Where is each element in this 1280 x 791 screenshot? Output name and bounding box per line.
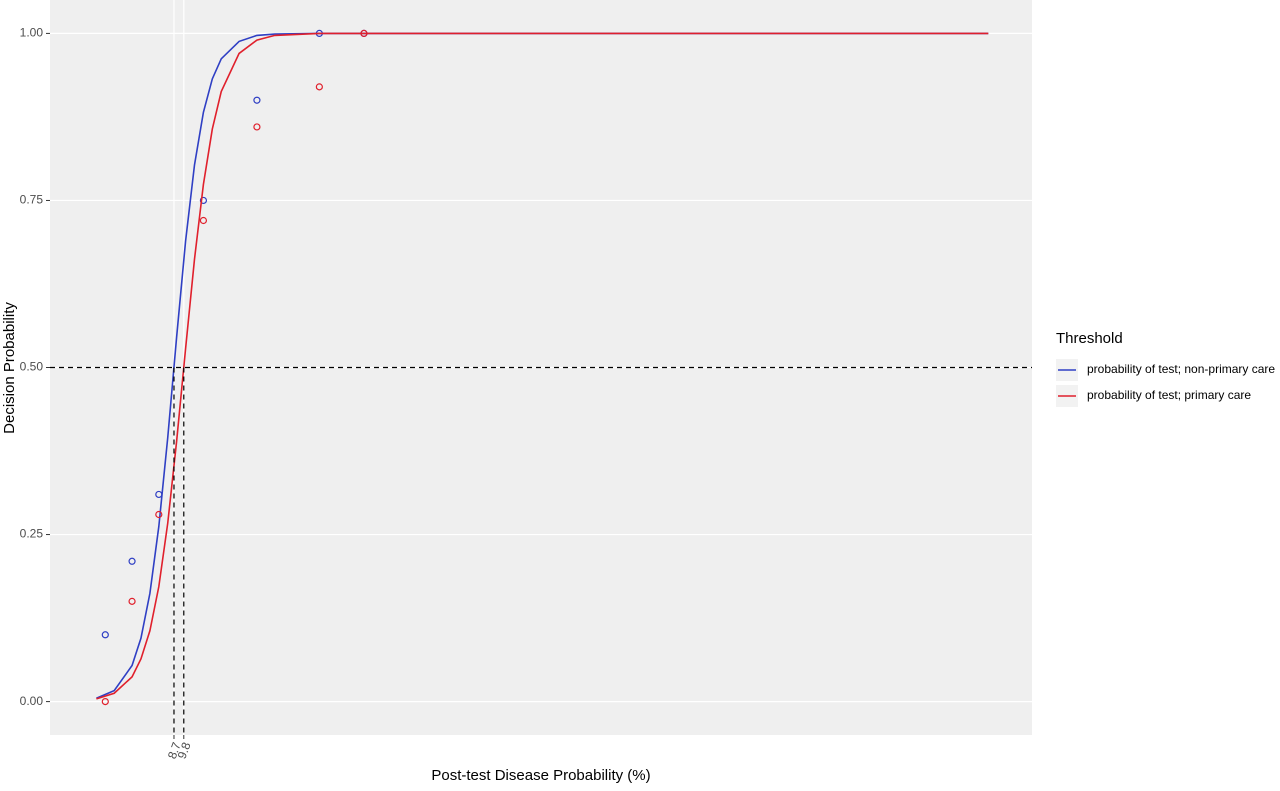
x-axis-title: Post-test Disease Probability (%) <box>431 767 650 784</box>
point <box>253 96 261 104</box>
y-axis-title: Decision Probability <box>1 302 18 434</box>
y-tick-label: 0.50 <box>20 360 44 374</box>
point <box>199 216 208 225</box>
y-tick-label: 1.00 <box>20 26 44 40</box>
curve <box>96 32 989 699</box>
legend-label: probability of test; non-primary care <box>1087 362 1275 376</box>
point <box>155 510 163 519</box>
point <box>128 597 136 605</box>
point <box>315 83 323 91</box>
x-tick-label: 8.7 <box>165 740 184 761</box>
point <box>155 490 163 499</box>
y-tick-label: 0.00 <box>20 694 44 708</box>
y-tick-label: 0.25 <box>20 527 44 541</box>
point <box>199 196 208 205</box>
legend-label: probability of test; primary care <box>1087 388 1251 402</box>
point <box>360 29 368 38</box>
y-tick-label: 0.75 <box>20 193 44 207</box>
point <box>101 631 109 639</box>
point <box>253 123 261 131</box>
point <box>101 697 109 706</box>
legend-title: Threshold <box>1056 330 1123 347</box>
point <box>128 557 136 565</box>
x-tick-label: 9.8 <box>175 740 194 761</box>
curve <box>96 32 989 700</box>
